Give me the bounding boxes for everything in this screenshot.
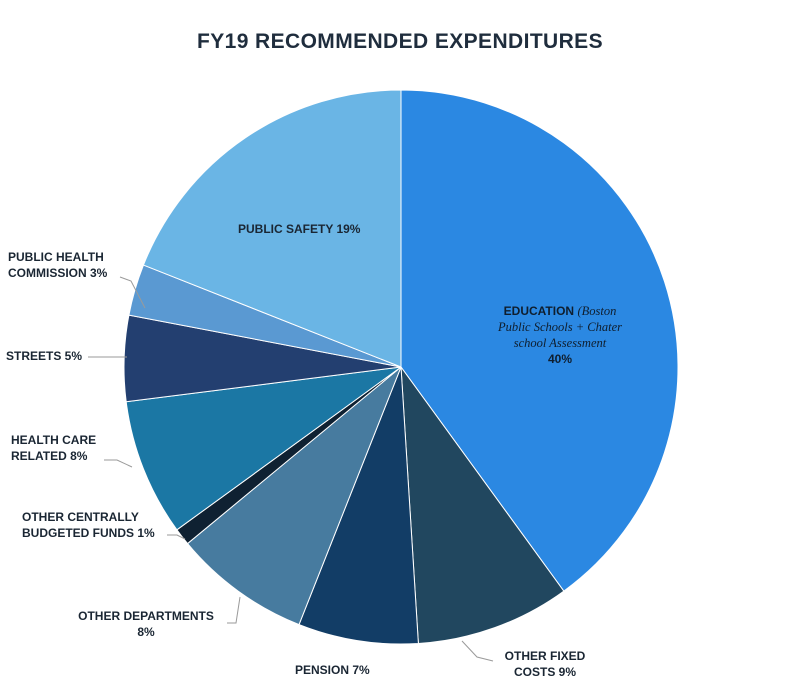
label-education-note-3: school Assessment (513, 336, 607, 350)
label-health-care-line-1: HEALTH CARE (11, 433, 97, 447)
leader-line (119, 276, 146, 309)
label-education: EDUCATION (Boston Public Schools + Chate… (470, 303, 650, 367)
label-other-departments-line-2: 8% (137, 625, 155, 639)
label-public-health-line-2: COMMISSION 3% (8, 266, 108, 280)
pie-slice-other-departments (186, 366, 402, 626)
label-other-departments-line-1: OTHER DEPARTMENTS (78, 609, 214, 623)
leader-line (167, 534, 186, 540)
label-other-fixed-costs-line-1: OTHER FIXED (504, 649, 586, 663)
label-pension: PENSION 7% (295, 663, 370, 677)
label-other-centrally-line-2: BUDGETED FUNDS 1% (22, 526, 155, 540)
leader-line (461, 640, 494, 662)
pie-slice-other-fixed-costs (400, 365, 565, 644)
label-other-centrally: OTHER CENTRALLY BUDGETED FUNDS 1% (22, 509, 155, 541)
label-health-care-line-2: RELATED 8% (11, 449, 88, 463)
leader-line (227, 596, 241, 624)
label-education-pct: 40% (547, 352, 573, 366)
pie-slice-pension (298, 366, 419, 645)
leader-line (104, 459, 133, 468)
label-other-fixed-costs: OTHER FIXED COSTS 9% (490, 648, 600, 680)
chart-title: FY19 RECOMMENDED EXPENDITURES (197, 30, 603, 53)
label-other-fixed-costs-line-2: COSTS 9% (513, 665, 576, 679)
label-streets: STREETS 5% (6, 349, 83, 363)
label-education-note-2: Public Schools + Chater (497, 320, 623, 334)
label-other-centrally-line-1: OTHER CENTRALLY (22, 510, 139, 524)
pie-slice-education (400, 89, 679, 592)
label-education-main: EDUCATION (503, 304, 575, 318)
label-public-health: PUBLIC HEALTH COMMISSION 3% (8, 249, 107, 281)
label-health-care: HEALTH CARE RELATED 8% (11, 432, 96, 464)
label-education-note-1: (Boston (577, 304, 617, 318)
pie-slice-health-care-related (125, 366, 402, 531)
label-public-health-line-1: PUBLIC HEALTH (8, 250, 104, 264)
pie-slice-public-safety (142, 89, 402, 368)
label-public-safety: PUBLIC SAFETY 19% (238, 222, 361, 236)
label-other-departments: OTHER DEPARTMENTS 8% (66, 608, 226, 640)
